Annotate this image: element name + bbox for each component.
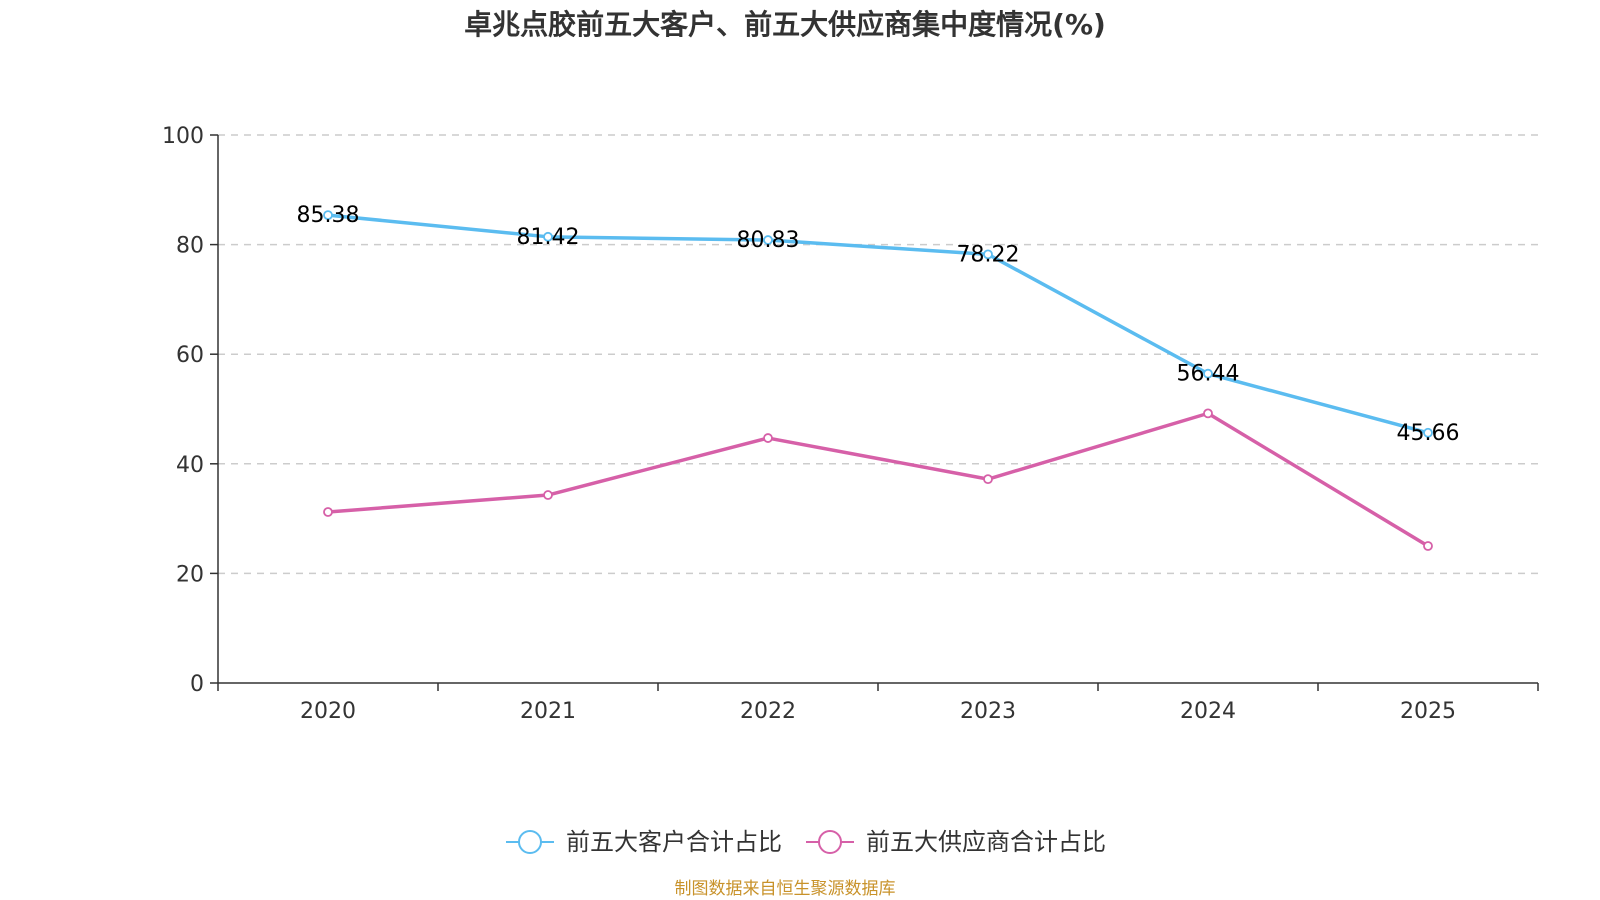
legend-marker-icon — [518, 830, 542, 854]
grid-layer — [218, 134, 1538, 575]
y-tick-label: 60 — [176, 343, 204, 368]
data-point[interactable] — [543, 490, 553, 500]
y-tick-label: 20 — [176, 562, 204, 587]
series-layer — [323, 210, 1433, 551]
x-tick-label: 2025 — [1400, 699, 1456, 724]
legend-label: 前五大客户合计占比 — [566, 828, 782, 856]
x-tick-label: 2021 — [520, 699, 576, 724]
data-label: 56.44 — [1177, 362, 1240, 387]
data-point[interactable] — [983, 249, 993, 260]
label-layer: 85.38 81.42 80.83 78.22 56.44 45.66 — [297, 203, 1460, 446]
x-tick-label: 2020 — [300, 699, 356, 724]
data-point[interactable] — [323, 210, 333, 221]
series-line-0 — [327, 213, 1429, 435]
data-label: 85.38 — [297, 203, 360, 228]
data-label: 78.22 — [957, 242, 1020, 267]
data-label: 81.42 — [517, 225, 580, 250]
data-point[interactable] — [323, 507, 333, 517]
legend-item-0[interactable]: 前五大客户合计占比 — [506, 828, 782, 856]
y-tick-label: 80 — [176, 234, 204, 259]
data-point[interactable] — [1203, 368, 1213, 379]
data-label: 80.83 — [737, 228, 800, 253]
data-point[interactable] — [983, 474, 993, 485]
legend[interactable]: 前五大客户合计占比 前五大供应商合计占比 — [506, 828, 1106, 856]
data-point[interactable] — [763, 433, 773, 443]
series-line-1 — [327, 411, 1429, 548]
data-label: 45.66 — [1397, 421, 1460, 446]
chart-title: 卓兆点胶前五大客户、前五大供应商集中度情况(%) — [464, 8, 1106, 41]
data-point[interactable] — [1423, 427, 1433, 438]
data-point[interactable] — [1423, 541, 1433, 551]
data-point[interactable] — [763, 235, 773, 245]
x-tick-label: 2023 — [960, 699, 1016, 724]
data-point[interactable] — [1203, 408, 1213, 419]
source-note: 制图数据来自恒生聚源数据库 — [675, 879, 896, 899]
legend-item-1[interactable]: 前五大供应商合计占比 — [806, 828, 1106, 856]
axis-layer: 0 20 40 60 80 100 2020 2021 2022 2023 2024 2025 — [162, 124, 1539, 724]
y-tick-label: 100 — [162, 124, 204, 149]
legend-marker-icon — [818, 830, 842, 854]
data-point[interactable] — [543, 231, 553, 242]
x-tick-label: 2022 — [740, 699, 796, 724]
legend-label: 前五大供应商合计占比 — [866, 828, 1106, 856]
y-tick-label: 40 — [176, 453, 204, 478]
x-tick-label: 2024 — [1180, 699, 1236, 724]
y-tick-label: 0 — [190, 672, 204, 697]
